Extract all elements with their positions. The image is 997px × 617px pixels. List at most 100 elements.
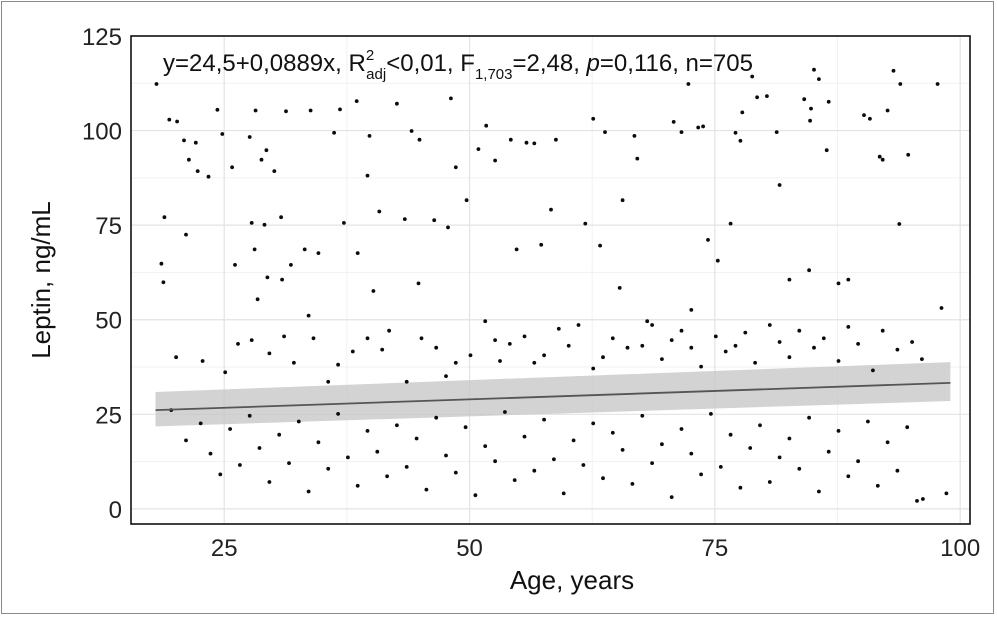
- data-point: [508, 137, 513, 142]
- data-point: [259, 157, 264, 162]
- data-point: [432, 218, 437, 223]
- data-point: [262, 222, 267, 227]
- confidence-band-layer: [155, 362, 951, 427]
- data-point: [755, 95, 759, 100]
- data-point: [866, 419, 870, 424]
- data-point: [253, 108, 258, 113]
- data-point: [817, 77, 821, 81]
- data-point: [640, 343, 645, 348]
- data-point: [453, 470, 458, 475]
- data-point: [566, 343, 571, 348]
- data-point: [826, 449, 831, 454]
- data-point: [182, 138, 186, 143]
- data-point: [342, 221, 346, 225]
- data-point: [807, 268, 811, 273]
- stats-r-superscript: 2: [366, 47, 374, 64]
- y-tick-label: 75: [95, 213, 122, 240]
- data-point: [296, 419, 301, 424]
- data-point: [354, 99, 359, 103]
- data-point: [777, 340, 782, 344]
- data-point: [365, 173, 370, 178]
- x-tick-label: 50: [456, 535, 483, 562]
- data-point: [877, 154, 882, 159]
- data-point: [738, 485, 743, 490]
- x-tick-label: 100: [940, 535, 980, 562]
- data-point: [539, 242, 544, 247]
- data-point: [161, 280, 166, 285]
- data-point: [723, 349, 728, 354]
- data-point: [939, 306, 944, 310]
- data-point: [921, 497, 925, 501]
- data-point: [944, 491, 949, 496]
- data-point: [346, 455, 350, 460]
- data-point: [306, 313, 311, 318]
- data-point: [895, 468, 900, 473]
- data-point: [774, 130, 779, 135]
- data-point: [257, 446, 262, 450]
- data-point: [802, 97, 807, 102]
- regression-line-layer: [155, 381, 951, 412]
- data-point: [503, 410, 507, 414]
- data-point: [483, 444, 488, 448]
- data-point: [689, 308, 694, 312]
- data-point: [738, 138, 743, 143]
- data-point: [230, 165, 235, 170]
- data-point: [338, 107, 342, 112]
- data-point: [617, 286, 622, 290]
- data-point: [532, 360, 537, 365]
- data-point: [935, 82, 940, 86]
- stats-p-value: =0,116, n=705: [600, 50, 753, 77]
- data-point: [625, 345, 630, 350]
- data-point: [836, 359, 841, 363]
- data-point: [395, 101, 399, 106]
- data-point: [581, 463, 586, 467]
- data-point: [453, 165, 458, 170]
- data-point: [419, 336, 424, 341]
- regression-stats-annotation: y=24,5+0,0889x, R2 adj<0,01, F1,703=2,48,…: [163, 47, 753, 83]
- data-point: [895, 347, 900, 352]
- data-point: [453, 360, 458, 365]
- data-point: [316, 251, 321, 256]
- data-point: [689, 345, 694, 350]
- data-point: [709, 412, 713, 416]
- data-point: [272, 169, 277, 174]
- data-point: [187, 157, 191, 162]
- data-point: [645, 319, 650, 324]
- data-point: [434, 345, 439, 350]
- data-point: [635, 156, 640, 161]
- data-point: [898, 82, 903, 86]
- data-point: [897, 222, 902, 226]
- stats-f-value: =2,48,: [512, 50, 586, 77]
- y-tick-label: 0: [109, 497, 122, 524]
- data-point: [846, 474, 851, 479]
- data-point: [184, 232, 188, 237]
- data-point: [817, 489, 821, 494]
- data-point: [743, 330, 748, 335]
- data-point: [371, 289, 376, 293]
- data-point: [554, 137, 558, 142]
- data-point: [326, 379, 331, 384]
- data-point: [620, 448, 625, 452]
- data-point: [198, 421, 203, 426]
- data-point: [836, 281, 841, 286]
- data-point: [215, 107, 220, 112]
- data-point: [350, 349, 355, 354]
- data-point: [167, 117, 172, 122]
- data-point: [699, 364, 703, 369]
- data-point: [807, 415, 811, 420]
- data-point: [249, 338, 254, 342]
- y-tick-label: 25: [95, 402, 122, 429]
- data-point: [610, 430, 615, 435]
- x-tick-label: 25: [211, 535, 238, 562]
- stats-r-subscript: adj: [366, 66, 386, 83]
- data-point: [493, 338, 497, 342]
- data-point: [640, 413, 645, 418]
- data-point: [417, 137, 422, 142]
- data-point: [679, 427, 684, 431]
- data-point: [542, 353, 546, 358]
- data-point: [808, 118, 812, 123]
- data-point: [522, 334, 527, 339]
- data-point: [812, 345, 816, 350]
- data-point: [880, 328, 885, 333]
